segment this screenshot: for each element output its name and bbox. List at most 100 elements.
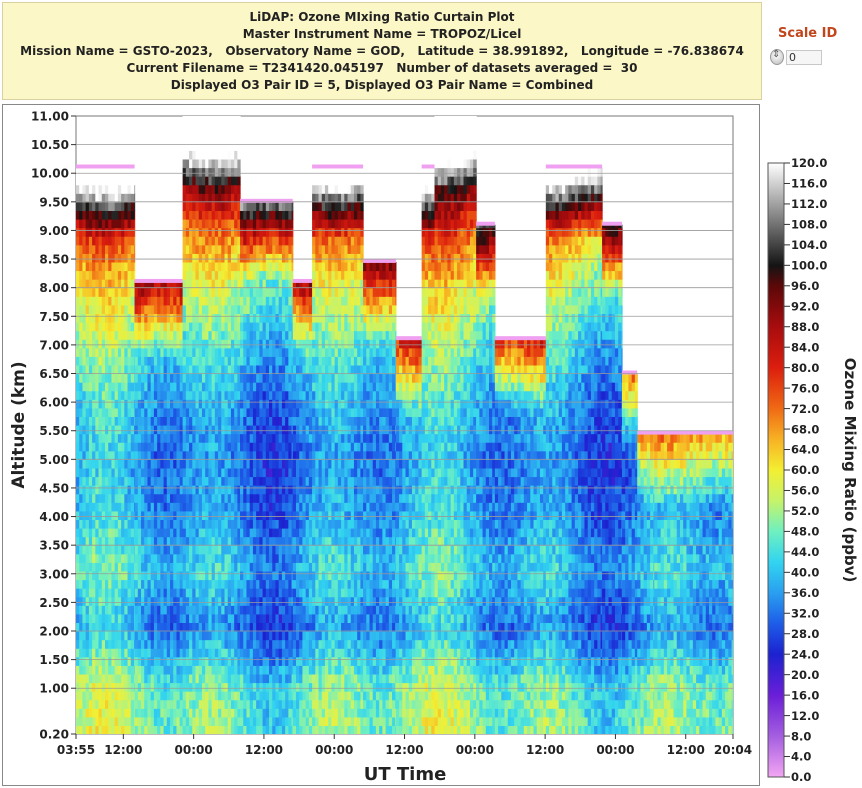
- heatmap-cell: [88, 399, 93, 409]
- heatmap-cell: [205, 219, 209, 229]
- heatmap-cell: [237, 304, 241, 315]
- heatmap-cell: [127, 682, 132, 692]
- heatmap-cell: [134, 699, 139, 709]
- heatmap-cell: [105, 176, 109, 186]
- heatmap-cell: [137, 287, 142, 297]
- heatmap-cell: [208, 373, 213, 383]
- heatmap-cell: [163, 536, 168, 546]
- heatmap-cell: [160, 596, 165, 606]
- heatmap-cell: [98, 708, 103, 718]
- heatmap-cell: [252, 485, 257, 495]
- scale-id-input[interactable]: [786, 50, 822, 65]
- heatmap-cell: [157, 493, 161, 503]
- heatmap-cell: [227, 364, 232, 375]
- heatmap-cell: [195, 116, 200, 126]
- heatmap-cell: [272, 485, 277, 495]
- heatmap-cell: [88, 442, 93, 452]
- heatmap-cell: [269, 579, 273, 589]
- heatmap-cell: [208, 476, 213, 486]
- heatmap-cell: [92, 459, 96, 469]
- heatmap-cell: [278, 416, 283, 426]
- heatmap-cell: [189, 296, 193, 306]
- heatmap-cell: [153, 725, 158, 734]
- heatmap-cell: [95, 613, 100, 624]
- heatmap-cell: [117, 407, 122, 418]
- heatmap-cell: [256, 296, 260, 306]
- heatmap-cell: [105, 613, 109, 624]
- heatmap-cell: [79, 536, 84, 546]
- heatmap-cell: [144, 519, 149, 529]
- heatmap-cell: [230, 433, 235, 443]
- heatmap-cells: [76, 116, 733, 734]
- heatmap-cell: [95, 313, 100, 323]
- heatmap-cell: [240, 665, 244, 675]
- heatmap-cell: [185, 433, 190, 443]
- heatmap-cell: [292, 656, 297, 666]
- heatmap-cell: [198, 528, 203, 538]
- heatmap-cell: [252, 459, 257, 469]
- heatmap-cell: [170, 622, 174, 632]
- heatmap-cell: [275, 244, 280, 254]
- heatmap-cell: [230, 570, 235, 581]
- heatmap-cell: [262, 536, 267, 546]
- heatmap-cell: [281, 442, 286, 452]
- heatmap-cell: [198, 450, 203, 460]
- heatmap-cell: [130, 390, 135, 400]
- heatmap-cell: [185, 382, 190, 392]
- heatmap-cell: [227, 124, 232, 134]
- heatmap-cell: [92, 364, 96, 375]
- heatmap-cell: [201, 364, 206, 375]
- heatmap-cell: [144, 691, 149, 701]
- heatmap-cell: [221, 450, 226, 460]
- heatmap-cell: [195, 665, 200, 675]
- heatmap-cell: [288, 536, 293, 546]
- heatmap-cell: [291, 450, 294, 460]
- heatmap-cell: [182, 407, 187, 418]
- heatmap-cell: [205, 648, 209, 658]
- heatmap-cell: [246, 279, 251, 289]
- heatmap-cell: [285, 364, 289, 375]
- heatmap-cell: [195, 510, 200, 521]
- heatmap-cell: [160, 296, 165, 306]
- heatmap-cell: [265, 485, 270, 495]
- heatmap-cell: [214, 528, 219, 538]
- heatmap-cell: [291, 201, 294, 212]
- heatmap-cell: [160, 699, 165, 709]
- heatmap-cell: [198, 158, 203, 169]
- heatmap-cell: [288, 493, 293, 503]
- heatmap-cell: [246, 407, 251, 418]
- heatmap-cell: [281, 648, 286, 658]
- heatmap-cell: [92, 699, 96, 709]
- heatmap-cell: [221, 339, 226, 349]
- heatmap-cell: [160, 382, 165, 392]
- heatmap-cell: [243, 699, 248, 709]
- heatmap-cell: [92, 322, 96, 332]
- heatmap-cell: [92, 201, 96, 212]
- heatmap-cell: [114, 459, 119, 469]
- heatmap-cell: [137, 545, 142, 555]
- heatmap-cell: [221, 184, 226, 194]
- heatmap-cell: [262, 227, 267, 237]
- heatmap-cell: [221, 253, 226, 263]
- heatmap-cell: [144, 639, 149, 649]
- heatmap-cell: [269, 322, 273, 332]
- heatmap-cell: [189, 605, 193, 615]
- heatmap-cell: [98, 545, 103, 555]
- heatmap-cell: [105, 485, 109, 495]
- heatmap-cell: [130, 356, 135, 366]
- heatmap-cell: [230, 613, 235, 624]
- heatmap-cell: [234, 536, 238, 546]
- heatmap-cell: [153, 579, 158, 589]
- heatmap-cell: [157, 390, 161, 400]
- heatmap-cell: [291, 390, 294, 400]
- heatmap-cell: [108, 244, 113, 254]
- heatmap-cell: [227, 407, 232, 418]
- heatmap-cell: [79, 227, 84, 237]
- heatmap-cell: [288, 553, 293, 563]
- heatmap-cell: [224, 261, 229, 272]
- heatmap-cell: [157, 708, 161, 718]
- heatmap-cell: [221, 519, 226, 529]
- heatmap-cell: [252, 390, 257, 400]
- heatmap-cell: [275, 536, 280, 546]
- scale-id-spinner[interactable]: ⇕: [770, 49, 784, 65]
